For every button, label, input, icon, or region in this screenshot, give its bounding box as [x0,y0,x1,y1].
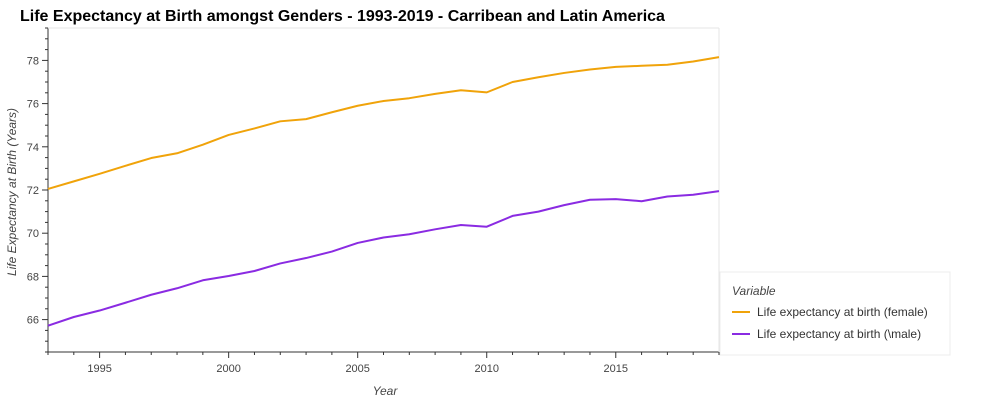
plot-area [47,27,720,353]
series-line-male [47,190,720,327]
legend: Variable Life expectancy at birth (femal… [719,271,951,356]
y-tick-label: 76 [27,99,39,111]
y-axis-label: Life Expectancy at Birth (Years) [5,108,19,276]
legend-label-male[interactable]: Life expectancy at birth (\male) [757,327,921,341]
x-tick-label: 2000 [216,363,240,375]
x-tick-label: 2015 [604,363,628,375]
legend-title: Variable [732,284,776,298]
y-tick-label: 74 [27,142,39,154]
y-axis-ticks: 66 68 70 72 74 76 78 [27,27,48,353]
y-tick-label: 72 [27,185,39,197]
x-axis-label: Year [373,384,399,398]
x-tick-label: 2005 [345,363,369,375]
y-tick-label: 68 [27,271,39,283]
chart-title: Life Expectancy at Birth amongst Genders… [20,8,665,25]
x-tick-label: 1995 [87,363,111,375]
y-tick-label: 70 [27,228,39,240]
series-line-female [47,56,720,190]
legend-box [719,271,951,356]
y-tick-label: 66 [27,315,39,327]
x-tick-label: 2010 [474,363,498,375]
y-tick-label: 78 [27,55,39,67]
x-axis-ticks: 1995 2000 2005 2010 2015 [47,352,720,375]
series-lines [47,56,720,327]
legend-label-female[interactable]: Life expectancy at birth (female) [757,305,928,319]
